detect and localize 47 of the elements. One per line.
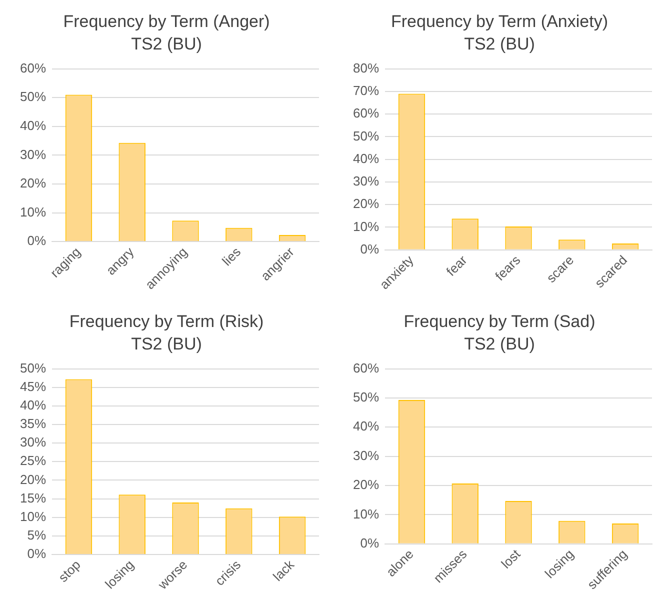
y-tick-label: 25% [20,453,46,468]
y-tick-label: 0% [360,241,380,256]
x-tick-label: stop [55,557,84,585]
y-tick-label: 20% [20,472,46,487]
y-tick-label: 60% [20,60,46,76]
chart-title: Frequency by Term (Risk) [69,312,264,331]
x-tick-label: lost [498,546,524,572]
y-tick-label: 10% [20,204,46,220]
chart-subtitle: TS2 (BU) [131,334,202,354]
y-tick-label: 80% [352,60,380,76]
y-tick-label: 30% [20,434,46,450]
y-tick-label: 40% [20,398,46,413]
y-tick-label: 40% [352,418,380,434]
y-tick-label: 0% [360,535,380,550]
y-tick-label: 20% [352,477,380,492]
y-tick-label: 40% [352,150,380,166]
x-tick-label: lack [270,556,298,584]
y-tick-label: 0% [27,233,46,248]
x-tick-label: lies [219,244,244,269]
y-tick-label: 35% [20,416,46,432]
y-tick-label: 10% [20,508,46,524]
y-tick-label: 15% [20,490,46,506]
y-tick-label: 60% [352,360,380,376]
y-tick-label: 60% [352,106,380,121]
x-tick-label: fear [443,252,470,279]
y-tick-label: 5% [27,527,46,542]
y-tick-label: 50% [20,89,46,104]
y-tick-label: 30% [352,448,380,463]
y-tick-label: 50% [352,390,380,405]
chart-subtitle: TS2 (BU) [131,34,202,54]
y-tick-label: 30% [20,146,46,162]
chart-title: Frequency by Term (Anxiety) [391,12,608,31]
y-tick-label: 20% [352,196,380,212]
chart-title: Frequency by Term (Sad) [404,312,596,331]
chart-title: Frequency by Term (Anger) [63,12,270,31]
y-tick-label: 70% [352,83,380,98]
y-tick-label: 20% [20,176,46,191]
y-tick-label: 50% [20,360,46,376]
y-tick-label: 10% [352,218,380,234]
y-tick-label: 30% [352,174,380,189]
y-tick-label: 50% [352,128,380,144]
y-tick-label: 45% [20,378,46,394]
y-tick-label: 10% [352,506,380,522]
y-tick-label: 40% [20,118,46,133]
chart-subtitle: TS2 (BU) [464,334,535,354]
chart-subtitle: TS2 (BU) [464,34,535,54]
y-tick-label: 0% [27,546,46,562]
